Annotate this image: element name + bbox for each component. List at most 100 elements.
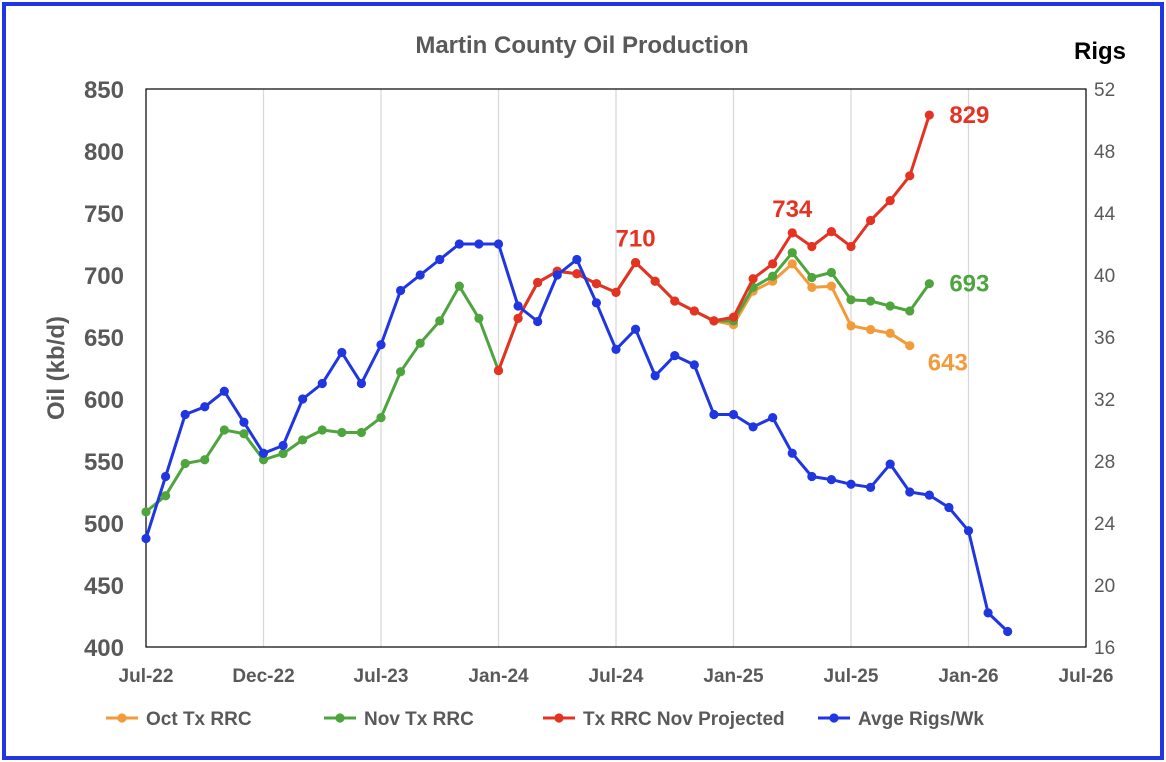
data-point-tx-rrc-nov-projected xyxy=(807,241,817,252)
data-point-nov-tx-rrc xyxy=(337,427,347,438)
data-point-avge-rigs-wk xyxy=(826,475,837,485)
data-point-oct-tx-rrc xyxy=(905,341,915,351)
data-point-avge-rigs-wk xyxy=(650,371,660,381)
data-point-nov-tx-rrc xyxy=(787,248,797,258)
data-point-nov-tx-rrc xyxy=(219,425,229,435)
y-tick-label: 850 xyxy=(84,77,124,104)
y-tick-label: 650 xyxy=(84,325,124,352)
y2-tick-label: 20 xyxy=(1094,576,1115,597)
data-point-avge-rigs-wk xyxy=(278,440,288,451)
data-point-nov-tx-rrc xyxy=(924,279,934,289)
data-point-avge-rigs-wk xyxy=(865,482,876,492)
data-point-nov-tx-rrc xyxy=(885,301,895,311)
data-point-oct-tx-rrc xyxy=(826,281,837,291)
data-point-avge-rigs-wk xyxy=(552,270,562,280)
data-point-oct-tx-rrc xyxy=(865,324,876,335)
y-tick-label: 600 xyxy=(84,387,124,414)
y2-tick-label: 16 xyxy=(1094,638,1115,659)
data-point-tx-rrc-nov-projected xyxy=(611,287,621,297)
y2-tick-label: 36 xyxy=(1094,328,1115,349)
x-tick-label: Jul-22 xyxy=(119,666,174,687)
plot-area: Jul-22 Dec-22 Jul-23 Jan-24 Jul-24 Jan-25 Jul-… xyxy=(84,77,1116,687)
legend-swatch-marker xyxy=(335,713,345,723)
data-point-avge-rigs-wk xyxy=(748,422,758,432)
data-point-nov-tx-rrc xyxy=(395,367,406,377)
data-point-avge-rigs-wk xyxy=(415,270,425,280)
data-label: 710 xyxy=(616,226,656,253)
data-point-avge-rigs-wk xyxy=(1003,626,1013,637)
data-point-nov-tx-rrc xyxy=(317,425,327,435)
data-point-nov-tx-rrc xyxy=(435,316,445,326)
x-tick-label: Jul-24 xyxy=(589,666,644,687)
data-point-avge-rigs-wk xyxy=(298,394,308,404)
data-point-avge-rigs-wk xyxy=(944,502,954,513)
data-point-avge-rigs-wk xyxy=(219,386,229,396)
data-point-avge-rigs-wk xyxy=(963,526,974,536)
data-point-tx-rrc-nov-projected xyxy=(768,259,778,269)
data-point-tx-rrc-nov-projected xyxy=(630,258,641,268)
data-point-tx-rrc-nov-projected xyxy=(493,365,504,376)
data-point-nov-tx-rrc xyxy=(141,507,151,517)
data-point-nov-tx-rrc xyxy=(905,306,915,316)
data-point-nov-tx-rrc xyxy=(180,458,190,469)
y-tick-label: 550 xyxy=(84,449,124,476)
data-point-avge-rigs-wk xyxy=(572,254,582,265)
data-point-avge-rigs-wk xyxy=(846,479,856,489)
legend-label: Avge Rigs/Wk xyxy=(858,709,984,730)
data-point-avge-rigs-wk xyxy=(376,340,386,350)
data-point-avge-rigs-wk xyxy=(239,417,249,427)
data-point-nov-tx-rrc xyxy=(356,427,367,438)
data-point-tx-rrc-nov-projected xyxy=(787,228,797,238)
chart-title: Martin County Oil Production xyxy=(415,32,748,59)
data-point-nov-tx-rrc xyxy=(258,455,269,465)
x-tick-label: Dec-22 xyxy=(232,666,294,687)
data-point-avge-rigs-wk xyxy=(905,487,915,497)
data-point-avge-rigs-wk xyxy=(728,409,739,420)
x-tick-label: Jul-26 xyxy=(1059,666,1114,687)
data-point-avge-rigs-wk xyxy=(787,448,797,458)
y-tick-label: 500 xyxy=(84,511,124,538)
data-point-avge-rigs-wk xyxy=(807,471,817,482)
data-label: 829 xyxy=(949,102,989,129)
data-point-avge-rigs-wk xyxy=(768,413,778,423)
data-point-oct-tx-rrc xyxy=(885,328,895,338)
data-point-avge-rigs-wk xyxy=(591,298,602,308)
data-point-avge-rigs-wk xyxy=(160,471,171,482)
y2-tick-label: 52 xyxy=(1094,80,1115,101)
data-point-nov-tx-rrc xyxy=(807,272,817,283)
y-tick-label: 400 xyxy=(84,635,124,662)
data-point-avge-rigs-wk xyxy=(141,533,151,544)
data-point-avge-rigs-wk xyxy=(709,409,719,420)
data-label: 693 xyxy=(949,271,989,298)
data-point-tx-rrc-nov-projected xyxy=(865,215,876,226)
y2-tick-label: 28 xyxy=(1094,452,1115,473)
data-point-avge-rigs-wk xyxy=(689,360,699,370)
data-point-oct-tx-rrc xyxy=(787,259,797,269)
x-tick-label: Jul-23 xyxy=(354,666,409,687)
data-point-avge-rigs-wk xyxy=(533,316,543,327)
data-point-tx-rrc-nov-projected xyxy=(689,306,699,316)
data-point-tx-rrc-nov-projected xyxy=(748,274,758,284)
data-point-nov-tx-rrc xyxy=(160,491,171,501)
y2-tick-label: 44 xyxy=(1094,204,1116,225)
data-point-nov-tx-rrc xyxy=(376,413,386,423)
data-point-avge-rigs-wk xyxy=(317,378,327,389)
legend-swatch-marker xyxy=(117,713,127,723)
data-point-avge-rigs-wk xyxy=(435,254,445,265)
data-point-avge-rigs-wk xyxy=(180,409,190,420)
y-tick-label: 800 xyxy=(84,139,124,166)
data-point-avge-rigs-wk xyxy=(337,347,347,358)
data-point-nov-tx-rrc xyxy=(298,435,308,445)
data-point-nov-tx-rrc xyxy=(846,295,856,305)
data-point-avge-rigs-wk xyxy=(924,490,934,500)
data-label: 643 xyxy=(928,350,968,377)
data-point-avge-rigs-wk xyxy=(670,351,680,361)
plot-border xyxy=(145,88,1087,648)
data-point-tx-rrc-nov-projected xyxy=(826,227,837,237)
data-point-avge-rigs-wk xyxy=(983,608,993,618)
data-point-nov-tx-rrc xyxy=(415,338,425,348)
data-point-avge-rigs-wk xyxy=(474,239,484,249)
y-tick-label: 450 xyxy=(84,573,124,600)
